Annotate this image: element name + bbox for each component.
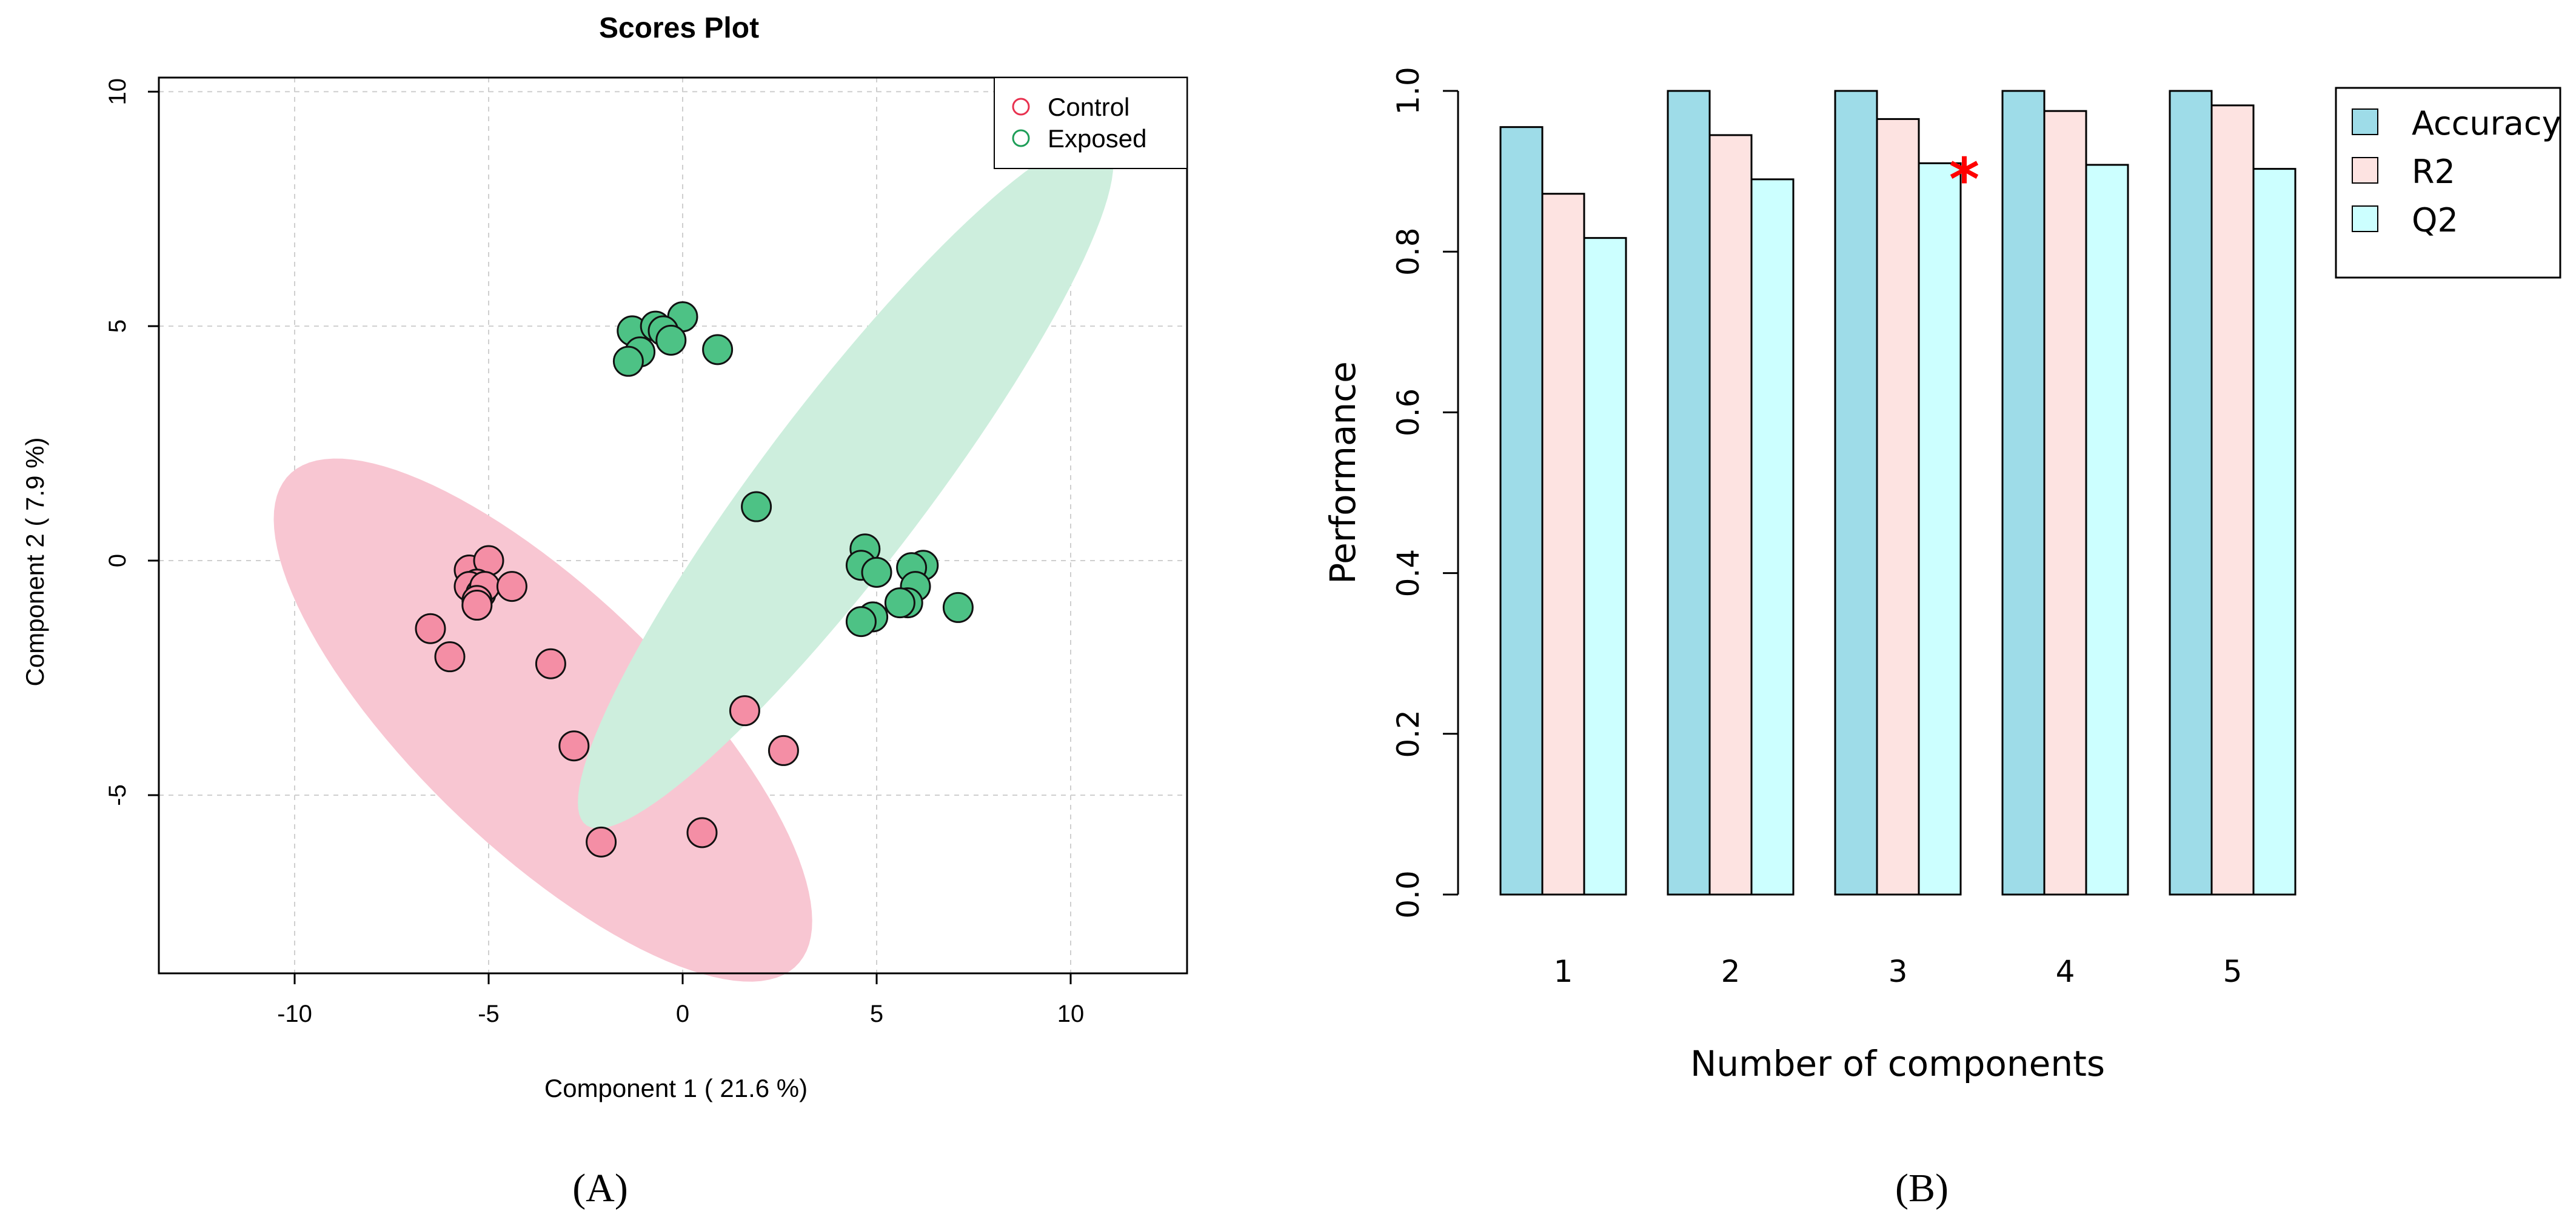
x-tick-label: -10	[277, 1001, 312, 1027]
data-point-control	[768, 735, 799, 766]
data-point-control	[686, 817, 718, 848]
x-tick-label: -5	[478, 1001, 500, 1027]
y-tick-label: 5	[104, 319, 131, 333]
performance-chart-panel: 0.0 0.2 0.4 0.6 0.8 1.0 1 2 3 4 5 Number of compo…	[1322, 67, 2561, 1210]
legend-label-q2: Q2	[2412, 201, 2458, 239]
performance-bars	[1499, 90, 2297, 896]
x-tick-label: 2	[1721, 954, 1741, 989]
data-point-exposed	[884, 587, 915, 619]
legend-swatch-q2	[2352, 205, 2378, 232]
data-point-control	[558, 730, 590, 762]
x-tick-label: 3	[1889, 954, 1908, 989]
confidence-ellipse-exposed	[578, 138, 1114, 828]
bar-r2-3	[1876, 118, 1920, 896]
y-tick-label: 0.2	[1391, 710, 1426, 758]
bar-accuracy-1	[1499, 126, 1544, 896]
bar-r2-5	[2210, 104, 2255, 896]
scores-plot-frame	[158, 76, 1188, 975]
legend-swatch-accuracy	[2352, 108, 2378, 135]
confidence-ellipse-control	[273, 458, 812, 982]
bar-r2-1	[1541, 193, 1585, 896]
data-point-exposed	[702, 334, 734, 365]
data-point-exposed	[861, 556, 892, 588]
x-tick-label: 1	[1554, 954, 1573, 989]
data-point-control	[729, 695, 760, 727]
bar-q2-2	[1750, 178, 1795, 896]
y-tick-label: 10	[104, 78, 131, 105]
scores-plot-legend-box	[994, 77, 1188, 169]
data-point-exposed	[942, 592, 974, 623]
bar-r2-2	[1708, 134, 1753, 896]
bar-q2-1	[1583, 237, 1627, 896]
x-tick-label: 0	[676, 1001, 689, 1027]
scores-plot-confidence-ellipses	[273, 138, 1114, 982]
performance-x-axis-label: Number of components	[1690, 1043, 2105, 1084]
performance-legend: Accuracy R2 Q2	[2335, 87, 2561, 279]
data-point-control	[535, 648, 566, 679]
legend-swatch-r2	[2352, 157, 2378, 184]
scores-plot-legend: Control Exposed	[994, 77, 1188, 169]
scores-plot-title: Scores Plot	[599, 12, 759, 44]
panel-label-b: (B)	[1895, 1166, 1949, 1210]
scores-plot-x-axis-label: Component 1 ( 21.6 %)	[544, 1074, 808, 1102]
bar-accuracy-2	[1667, 90, 1711, 896]
y-tick-label: 0	[104, 554, 131, 567]
data-point-control	[496, 571, 527, 602]
y-tick-label: 0.8	[1391, 227, 1426, 276]
legend-label-r2: R2	[2412, 153, 2455, 191]
bar-accuracy-5	[2169, 90, 2213, 896]
data-point-control	[434, 641, 466, 673]
data-point-control	[461, 590, 493, 621]
scores-plot-points	[415, 301, 974, 858]
y-tick-label: 0.6	[1391, 388, 1426, 437]
y-tick-label: -5	[104, 784, 131, 806]
data-point-exposed	[845, 606, 877, 638]
bar-q2-4	[2085, 164, 2129, 896]
scores-plot-panel: -10 -5 0 5 10 -5 0 5 10 Scores Plot Component 1…	[21, 12, 1188, 1210]
panel-label-a: (A)	[572, 1166, 628, 1210]
x-tick-label: 10	[1057, 1001, 1085, 1027]
data-point-exposed	[741, 491, 772, 522]
legend-marker-control	[1012, 98, 1030, 116]
performance-y-axis-label: Performance	[1322, 361, 1363, 584]
best-component-marker: *	[1949, 145, 1979, 213]
performance-x-tick-labels: 1 2 3 4 5	[1554, 954, 2243, 989]
x-tick-label: 4	[2056, 954, 2075, 989]
data-point-exposed	[655, 324, 687, 356]
bar-q2-3	[1918, 162, 1962, 896]
y-tick-label: 1.0	[1391, 67, 1426, 115]
scores-plot-y-ticks: -5 0 5 10	[104, 78, 159, 806]
bar-r2-4	[2043, 110, 2087, 896]
bar-accuracy-4	[2001, 90, 2046, 896]
legend-marker-exposed	[1012, 129, 1030, 147]
legend-label-control: Control	[1048, 93, 1129, 121]
data-point-control	[415, 613, 446, 644]
x-tick-label: 5	[870, 1001, 883, 1027]
bar-q2-5	[2252, 168, 2297, 896]
performance-y-ticks: 0.0 0.2 0.4 0.6 0.8 1.0	[1391, 67, 1458, 919]
data-point-control	[586, 826, 617, 858]
scores-plot-y-axis-label: Component 2 ( 7.9 %)	[21, 438, 49, 687]
scores-plot-x-ticks: -10 -5 0 5 10	[277, 973, 1084, 1027]
y-tick-label: 0.4	[1391, 549, 1426, 598]
legend-label-exposed: Exposed	[1048, 124, 1146, 153]
data-point-exposed	[612, 345, 644, 377]
bar-accuracy-3	[1834, 90, 1878, 896]
y-tick-label: 0.0	[1391, 870, 1426, 919]
x-tick-label: 5	[2223, 954, 2243, 989]
legend-label-accuracy: Accuracy	[2412, 104, 2561, 142]
